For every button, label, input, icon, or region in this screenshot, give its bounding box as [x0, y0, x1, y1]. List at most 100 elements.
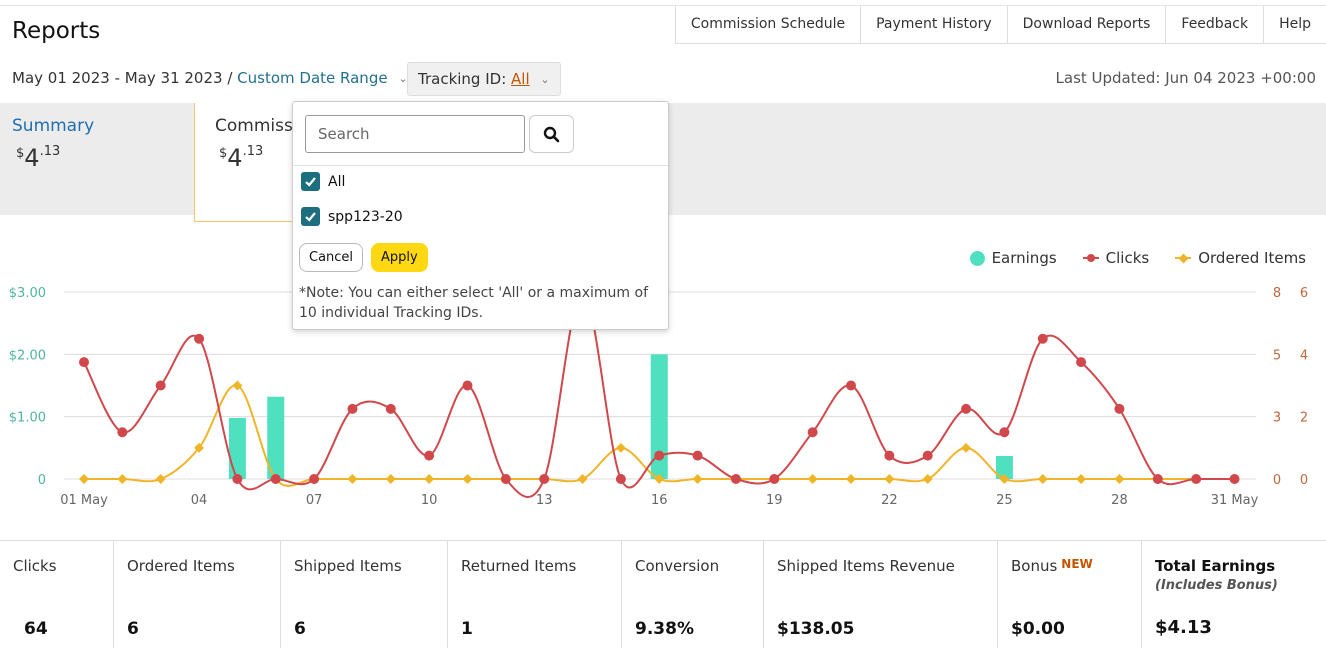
- summary-amount: $4.13: [16, 144, 94, 172]
- stat-label: Bonus NEW: [1011, 557, 1141, 575]
- legend-earnings-label: Earnings: [991, 249, 1057, 267]
- legend-clicks[interactable]: Clicks: [1082, 249, 1149, 267]
- ordered-items-point: [615, 442, 626, 453]
- clicks-point: [884, 450, 895, 461]
- stat-label: Conversion: [635, 557, 720, 575]
- nav-commission-schedule[interactable]: Commission Schedule: [676, 6, 862, 43]
- ordered-items-point: [1076, 474, 1087, 484]
- option-all-label: All: [328, 173, 346, 190]
- cancel-button[interactable]: Cancel: [299, 243, 364, 272]
- chart-legend: Earnings Clicks Ordered Items: [969, 249, 1306, 267]
- stat-shipped-items: Shipped Items 6: [281, 541, 448, 648]
- tab-summary[interactable]: Summary $4.13: [12, 116, 94, 172]
- x-axis-tick-label: 22: [881, 493, 898, 508]
- checkbox-checked-icon[interactable]: [301, 207, 320, 226]
- clicks-point: [155, 380, 166, 391]
- ordered-items-point: [117, 474, 128, 484]
- y-axis-clicks-tick-label: 8: [1273, 286, 1281, 301]
- page-title: Reports: [12, 18, 101, 44]
- earnings-bar: [267, 396, 285, 479]
- tracking-id-dropdown-button[interactable]: Tracking ID: All ⌄: [407, 62, 561, 96]
- clicks-point: [79, 357, 89, 368]
- clicks-point: [846, 380, 856, 391]
- search-input[interactable]: [305, 115, 525, 153]
- bonus-label: Bonus: [1011, 557, 1058, 575]
- clicks-point: [1114, 403, 1125, 414]
- clicks-point: [1229, 474, 1240, 484]
- chevron-down-icon: ⌄: [398, 72, 408, 85]
- option-all[interactable]: All: [301, 172, 345, 191]
- clicks-point: [692, 450, 703, 461]
- ordered-items-point: [1037, 474, 1048, 484]
- legend-ordered-items[interactable]: Ordered Items: [1175, 249, 1306, 267]
- clicks-point: [539, 474, 550, 484]
- last-updated: Last Updated: Jun 04 2023 +00:00: [1055, 69, 1316, 87]
- clicks-point: [1191, 474, 1202, 484]
- ordered-diamond-icon: [1175, 253, 1192, 263]
- currency-symbol: $: [16, 146, 25, 161]
- y-axis-ordered-tick-label: 2: [1300, 411, 1308, 426]
- stat-label: Total Earnings: [1155, 557, 1276, 575]
- tab-commission-label: Commission: [215, 116, 294, 136]
- stat-bonus: Bonus NEW $0.00: [998, 541, 1142, 648]
- clicks-point: [961, 403, 972, 414]
- stat-value: 6: [127, 619, 139, 639]
- nav-help[interactable]: Help: [1279, 16, 1311, 32]
- date-range-selector[interactable]: May 01 2023 - May 31 2023 / Custom Date …: [12, 69, 408, 87]
- commission-amount: $4.13: [219, 144, 294, 172]
- clicks-point: [615, 474, 626, 484]
- x-axis-tick-label: 13: [536, 493, 553, 508]
- x-axis-tick-label: 04: [191, 493, 208, 508]
- stat-value: $0.00: [1011, 619, 1065, 639]
- tracking-id-dropdown: All spp123-20 Cancel Apply *Note: You ca…: [292, 101, 669, 330]
- custom-date-range-link[interactable]: Custom Date Range: [237, 69, 388, 87]
- tab-summary-label: Summary: [12, 116, 95, 136]
- stat-total-earnings: Total Earnings (Includes Bonus) $4.13: [1142, 541, 1326, 648]
- tab-commission[interactable]: Commission $4.13: [194, 103, 294, 222]
- stat-clicks: Clicks 64: [0, 541, 114, 648]
- ordered-items-point: [347, 474, 358, 484]
- apply-button[interactable]: Apply: [371, 243, 428, 272]
- stat-sublabel: (Includes Bonus): [1155, 578, 1278, 593]
- legend-earnings[interactable]: Earnings: [969, 249, 1057, 267]
- search-button[interactable]: [529, 115, 574, 153]
- y-axis-clicks-tick-label: 3: [1273, 411, 1281, 426]
- clicks-point: [1152, 474, 1163, 484]
- stat-conversion: Conversion 9.38%: [622, 541, 764, 648]
- x-axis-tick-label: 19: [766, 493, 783, 508]
- stat-value: 6: [294, 619, 306, 639]
- y-axis-left-tick-label: $1.00: [9, 411, 46, 426]
- ordered-items-point: [79, 474, 89, 484]
- stat-value: $4.13: [1155, 617, 1212, 638]
- y-axis-clicks-tick-label: 0: [1273, 473, 1281, 488]
- checkbox-checked-icon[interactable]: [301, 172, 320, 191]
- x-axis-tick-label: 16: [651, 493, 668, 508]
- nav-payment-history[interactable]: Payment History: [861, 6, 1008, 43]
- y-axis-ordered-tick-label: 0: [1300, 473, 1308, 488]
- stat-value: 1: [461, 619, 473, 639]
- stat-ordered-items: Ordered Items 6: [114, 541, 281, 648]
- clicks-point: [500, 474, 511, 484]
- stat-returned-items: Returned Items 1: [448, 541, 622, 648]
- clicks-point: [1037, 333, 1048, 344]
- y-axis-clicks-tick-label: 5: [1273, 348, 1281, 363]
- clicks-point: [1076, 357, 1087, 368]
- legend-ordered-label: Ordered Items: [1198, 249, 1306, 267]
- earnings-bar: [650, 354, 668, 479]
- ordered-items-point: [999, 474, 1010, 484]
- ordered-items-point: [692, 474, 703, 484]
- ordered-items-point: [194, 442, 204, 453]
- currency-symbol: $: [219, 146, 228, 161]
- amount-whole: 4: [24, 144, 40, 172]
- top-border: [0, 0, 1326, 6]
- clicks-point: [999, 427, 1010, 438]
- new-badge: NEW: [1061, 557, 1093, 571]
- option-spp123-20[interactable]: spp123-20: [301, 207, 403, 226]
- ordered-items-point: [1114, 474, 1125, 484]
- nav-download-reports[interactable]: Download Reports: [1008, 6, 1167, 43]
- stat-value: 64: [24, 619, 48, 639]
- nav-feedback[interactable]: Feedback: [1166, 6, 1265, 43]
- clicks-point: [462, 380, 473, 391]
- stat-value: $138.05: [777, 619, 855, 639]
- ordered-items-point: [462, 474, 473, 484]
